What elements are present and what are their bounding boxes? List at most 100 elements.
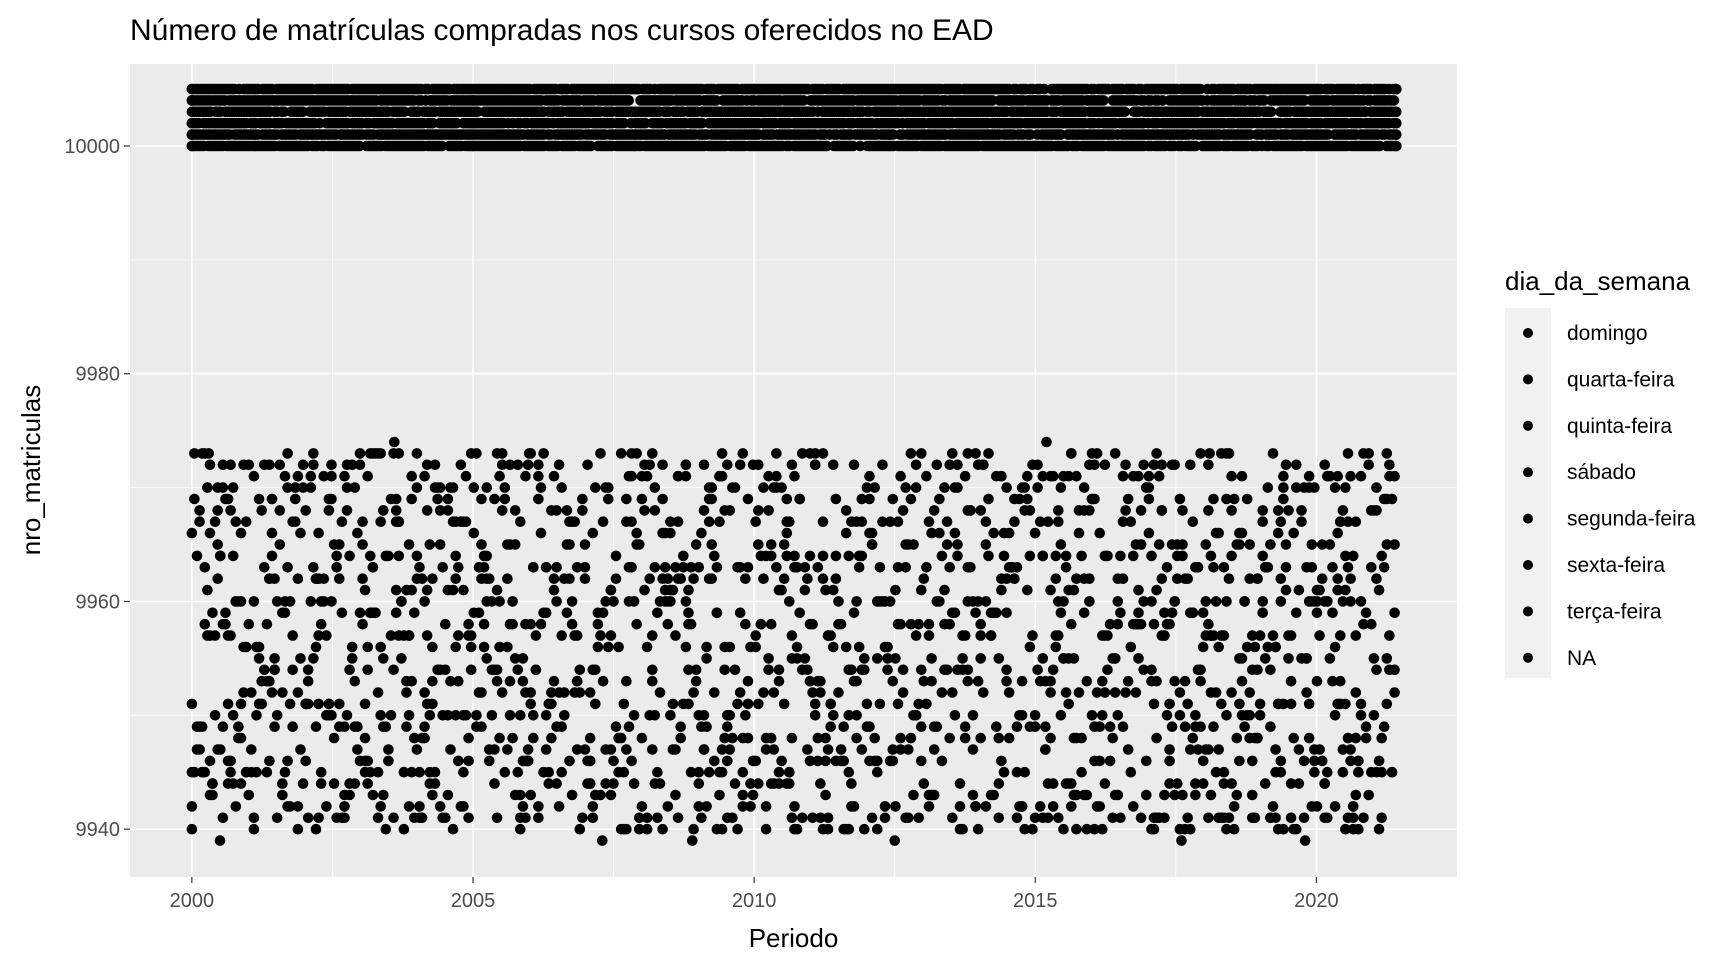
data-point (385, 710, 397, 721)
data-point (579, 562, 591, 573)
data-point (822, 823, 834, 835)
data-point (1182, 698, 1193, 710)
data-point (525, 698, 536, 710)
data-point (628, 596, 640, 607)
data-point (859, 664, 870, 676)
data-point (476, 539, 487, 550)
data-point (310, 823, 322, 835)
data-point (1283, 653, 1294, 664)
data-point (843, 766, 855, 778)
data-point (1267, 448, 1279, 459)
data-point (765, 550, 777, 562)
data-point (1353, 823, 1364, 835)
data-point (626, 516, 637, 527)
data-point (954, 801, 966, 812)
data-point (768, 744, 780, 755)
data-point (724, 505, 736, 516)
data-point (302, 675, 314, 687)
data-point (719, 732, 730, 744)
data-point (786, 459, 798, 471)
data-point (921, 562, 932, 573)
data-point (851, 732, 862, 744)
data-point (486, 710, 498, 721)
data-point (1303, 470, 1315, 482)
data-point (574, 687, 586, 698)
data-point (1366, 618, 1377, 630)
data-point (1386, 493, 1398, 505)
data-point (1319, 778, 1330, 789)
data-point (463, 812, 474, 824)
data-point (271, 710, 283, 721)
data-point (737, 801, 749, 812)
data-point (484, 755, 495, 767)
data-point (551, 562, 562, 573)
data-point (748, 129, 760, 140)
data-point (414, 801, 425, 812)
data-point (1376, 732, 1387, 744)
data-point (235, 778, 247, 789)
data-point (1384, 470, 1395, 482)
data-point (711, 562, 723, 573)
legend-key-point (1523, 652, 1533, 663)
data-point (683, 698, 694, 710)
data-point (1247, 630, 1258, 641)
data-point (186, 95, 198, 106)
data-point (251, 710, 262, 721)
data-point (1112, 710, 1124, 721)
data-point (758, 573, 769, 584)
data-point (983, 550, 994, 562)
data-point (685, 562, 697, 573)
data-point (1071, 789, 1082, 801)
data-point (1068, 584, 1080, 596)
data-point (1373, 584, 1385, 596)
data-point (962, 664, 974, 676)
data-point (724, 744, 736, 755)
data-point (528, 710, 539, 721)
data-point (1192, 562, 1204, 573)
data-point (791, 823, 803, 835)
data-point (540, 710, 552, 721)
legend-entry-label: domingo (1567, 322, 1648, 345)
data-point (605, 584, 617, 596)
data-point (1200, 596, 1212, 607)
data-point (277, 687, 288, 698)
data-point (1371, 482, 1382, 493)
data-point (1350, 732, 1362, 744)
data-point (406, 584, 418, 596)
data-point (389, 436, 400, 448)
data-point (734, 687, 746, 698)
data-point (1187, 516, 1199, 527)
data-point (419, 721, 430, 732)
data-point (1187, 732, 1199, 744)
data-point (750, 516, 761, 527)
data-point (846, 664, 857, 676)
data-point (194, 744, 205, 755)
data-point (1016, 710, 1028, 721)
data-point (1182, 812, 1193, 824)
data-point (564, 755, 575, 767)
data-point (794, 493, 805, 505)
data-point (732, 823, 743, 835)
data-point (295, 527, 306, 539)
data-point (548, 675, 560, 687)
data-point (1311, 607, 1323, 619)
data-point (590, 698, 601, 710)
data-point (212, 573, 223, 584)
data-point (1210, 766, 1222, 778)
data-point (851, 596, 862, 607)
data-point (722, 755, 733, 767)
data-point (959, 630, 971, 641)
data-point (1389, 607, 1400, 619)
data-point (817, 550, 829, 562)
data-point (959, 721, 971, 732)
x-axis-label: Periodo (749, 923, 839, 953)
data-point (344, 789, 355, 801)
data-point (1350, 516, 1362, 527)
data-point (877, 459, 888, 471)
data-point (949, 527, 961, 539)
data-point (1327, 607, 1338, 619)
data-point (1203, 459, 1214, 471)
data-point (1156, 459, 1168, 471)
data-point (437, 562, 449, 573)
